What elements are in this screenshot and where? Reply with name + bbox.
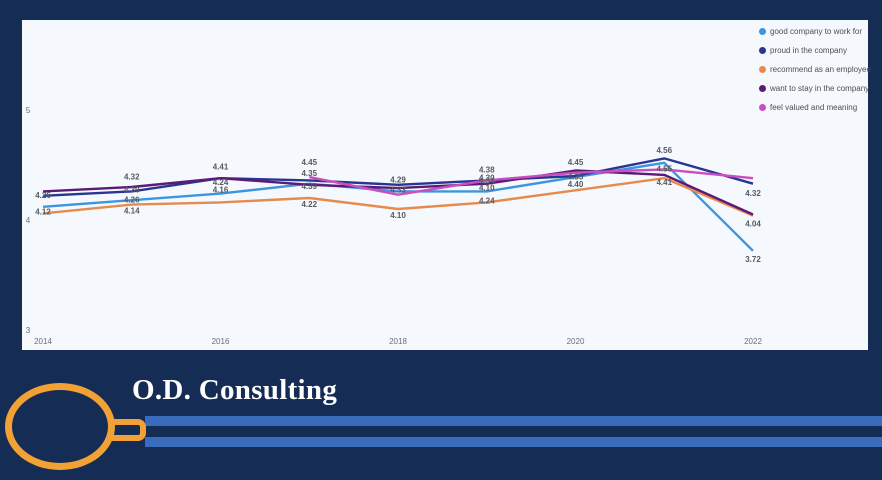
legend-item: good company to work for [759, 22, 869, 41]
data-label: 4.45 [301, 158, 317, 167]
x-tick-label: 2016 [212, 337, 230, 346]
legend-item: proud in the company [759, 41, 869, 60]
decorative-stripe-bottom [145, 437, 882, 447]
x-tick-label: 2020 [567, 337, 585, 346]
legend-dot-icon [759, 28, 766, 35]
chart-legend: good company to work for proud in the com… [759, 22, 871, 117]
series-line-1 [42, 161, 754, 252]
data-label: 4.41 [656, 178, 672, 187]
data-label: 3.72 [745, 255, 761, 264]
logo-ring-icon [5, 383, 115, 470]
data-label: 4.39 [301, 182, 317, 191]
legend-label: proud in the company [770, 46, 847, 55]
series-line-3 [42, 177, 754, 217]
data-label: 4.32 [745, 189, 761, 198]
x-tick-label: 2014 [34, 337, 52, 346]
decorative-stripe-top [145, 416, 882, 426]
data-label: 4.22 [301, 200, 317, 209]
data-label: 4.35 [301, 169, 317, 178]
data-label: 4.41 [213, 162, 229, 171]
data-label: 4.35 [568, 172, 584, 181]
series-line-2 [42, 157, 754, 197]
data-label: 4.24 [479, 197, 495, 206]
data-label: 4.29 [390, 176, 406, 185]
data-label: 4.40 [568, 180, 584, 189]
line-chart: 2014 2016 2018 2020 20223454.264.124.324.304… [26, 106, 763, 346]
data-label: 4.32 [124, 172, 140, 181]
legend-label: recommend as an employee [770, 65, 871, 74]
brand-title: O.D. Consulting [132, 374, 338, 406]
data-label: 4.12 [35, 208, 51, 217]
x-tick-label: 2018 [389, 337, 407, 346]
data-label: 4.26 [124, 195, 140, 204]
y-tick-label: 4 [26, 216, 31, 225]
data-label: 4.45 [568, 158, 584, 167]
legend-dot-icon [759, 47, 766, 54]
data-label: 4.14 [124, 206, 140, 215]
logo-connector-icon [108, 419, 146, 441]
data-label: 4.04 [745, 220, 761, 229]
legend-label: feel valued and meaning [770, 103, 858, 112]
data-label: 4.10 [479, 183, 495, 192]
data-label: 4.30 [124, 186, 140, 195]
data-label: 4.16 [213, 186, 229, 195]
chart-panel: 2014 2016 2018 2020 2022 3 4 5 4.26 4.12 4.32 4.30 4… [22, 20, 871, 350]
legend-label: good company to work for [770, 27, 863, 36]
data-label: 4.34 [479, 177, 495, 186]
legend-dot-icon [759, 104, 766, 111]
data-label: 4.33 [390, 186, 406, 195]
x-tick-label: 2022 [744, 337, 762, 346]
legend-item: feel valued and meaning [759, 98, 869, 117]
data-label: 4.56 [656, 146, 672, 155]
legend-dot-icon [759, 66, 766, 73]
data-label: 4.10 [390, 211, 406, 220]
y-tick-label: 3 [26, 326, 31, 335]
series-line-4 [42, 169, 754, 216]
data-label: 4.30 [479, 173, 495, 182]
legend-label: want to stay in the company [770, 84, 870, 93]
legend-item: want to stay in the company [759, 79, 869, 98]
data-label: 4.26 [35, 191, 51, 200]
legend-item: recommend as an employee [759, 60, 871, 79]
legend-dot-icon [759, 85, 766, 92]
data-label: 4.24 [213, 178, 229, 187]
data-label: 4.38 [479, 166, 495, 175]
y-tick-label: 5 [26, 106, 31, 115]
series-line-5 [309, 168, 754, 196]
data-label: 4.55 [656, 165, 672, 174]
